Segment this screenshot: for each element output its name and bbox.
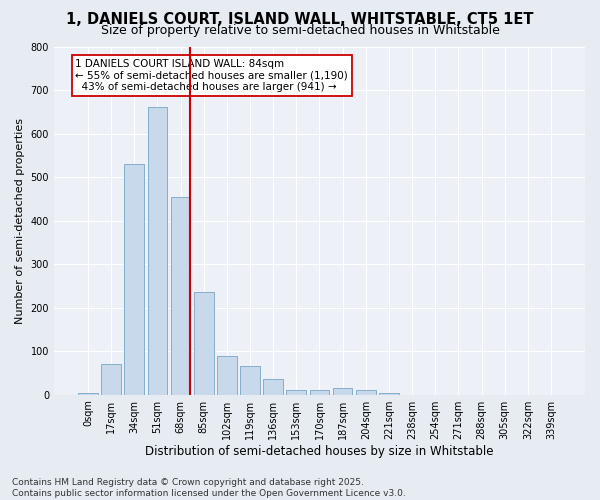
Bar — [263, 380, 283, 394]
Bar — [78, 392, 98, 394]
Bar — [148, 108, 167, 395]
Bar — [217, 356, 236, 395]
Bar — [333, 388, 352, 394]
Bar — [240, 366, 260, 394]
Bar — [379, 392, 399, 394]
Bar — [124, 164, 144, 394]
Text: 1 DANIELS COURT ISLAND WALL: 84sqm
← 55% of semi-detached houses are smaller (1,: 1 DANIELS COURT ISLAND WALL: 84sqm ← 55%… — [75, 58, 348, 92]
Bar — [310, 390, 329, 394]
Y-axis label: Number of semi-detached properties: Number of semi-detached properties — [15, 118, 25, 324]
Bar — [286, 390, 306, 394]
Bar — [101, 364, 121, 394]
X-axis label: Distribution of semi-detached houses by size in Whitstable: Distribution of semi-detached houses by … — [145, 444, 494, 458]
Bar — [194, 292, 214, 394]
Text: 1, DANIELS COURT, ISLAND WALL, WHITSTABLE, CT5 1ET: 1, DANIELS COURT, ISLAND WALL, WHITSTABL… — [66, 12, 534, 28]
Bar — [170, 196, 190, 394]
Text: Contains HM Land Registry data © Crown copyright and database right 2025.
Contai: Contains HM Land Registry data © Crown c… — [12, 478, 406, 498]
Text: Size of property relative to semi-detached houses in Whitstable: Size of property relative to semi-detach… — [101, 24, 499, 37]
Bar — [356, 390, 376, 394]
